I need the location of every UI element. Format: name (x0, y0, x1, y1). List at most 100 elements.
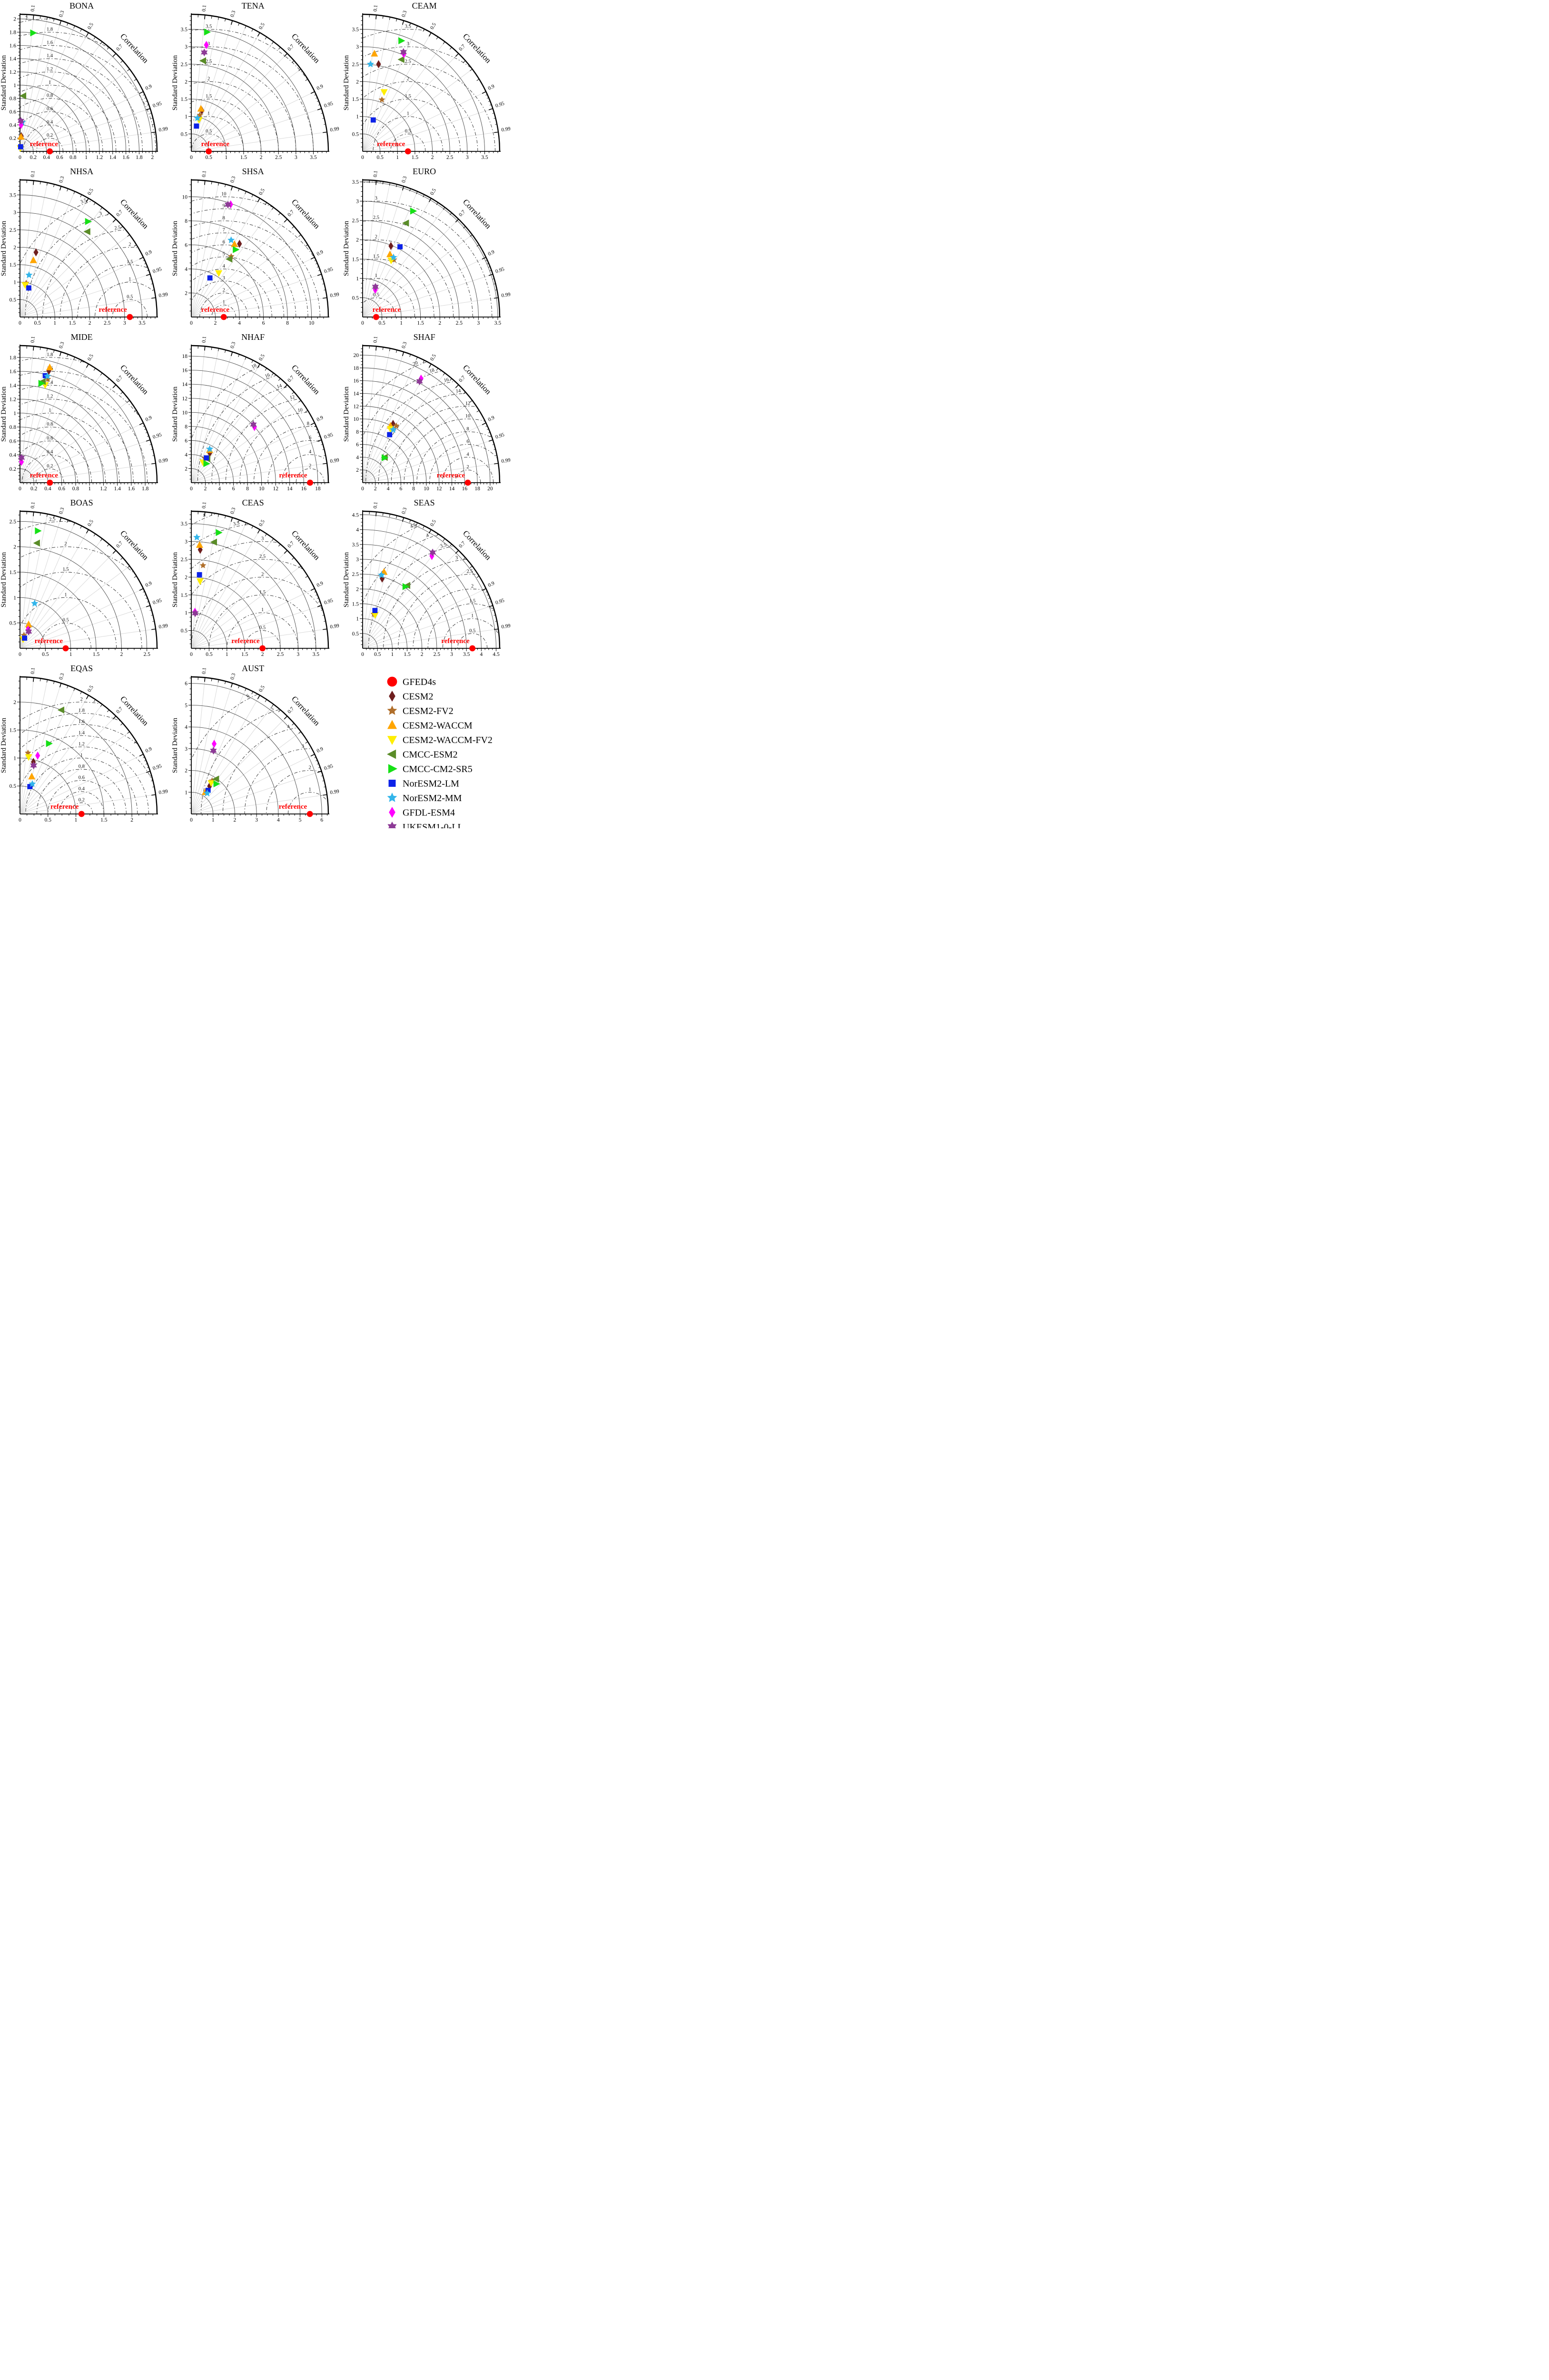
svg-text:0.2: 0.2 (30, 155, 37, 160)
svg-text:2.5: 2.5 (181, 62, 188, 68)
model-points (381, 374, 424, 461)
legend-marker-GFDL-ESM4 (389, 806, 395, 818)
point-CMCC-ESM2 (212, 775, 219, 783)
rms-arc-labels: 0.5 1 1.5 2 2.5 3 3.5 (80, 198, 133, 299)
svg-text:0.99: 0.99 (501, 126, 511, 133)
rms-arcs (191, 197, 328, 317)
svg-text:1: 1 (396, 155, 399, 160)
point-CESM2-FV2 (378, 96, 385, 103)
legend-label-CESM2-FV2: CESM2-FV2 (403, 706, 454, 716)
y-axis-label: Standard Deviation (0, 220, 8, 276)
svg-text:2: 2 (356, 238, 359, 243)
svg-text:1.5: 1.5 (241, 652, 248, 657)
point-CESM2-WACCM-FV2 (25, 754, 32, 761)
svg-text:0.5: 0.5 (352, 131, 359, 137)
svg-text:0: 0 (190, 817, 193, 823)
svg-text:2: 2 (151, 155, 154, 160)
svg-text:0.5: 0.5 (352, 631, 359, 637)
legend: GFED4s CESM2 CESM2-FV2 CESM2-WACCM CESM2-WAC… (343, 663, 514, 828)
correlation-axis-label: Correlation (461, 32, 493, 65)
correlation-gridlines (20, 512, 156, 649)
svg-text:6: 6 (466, 439, 469, 445)
correlation-gridlines (20, 346, 156, 483)
correlation-ticks (26, 346, 156, 465)
svg-text:0.3: 0.3 (58, 175, 66, 183)
svg-text:8: 8 (307, 421, 310, 426)
svg-text:2: 2 (260, 155, 263, 160)
rms-arc-labels: 0.5 1 1.5 2 2.5 3 3.5 (206, 24, 212, 134)
point-CESM2 (46, 367, 51, 375)
svg-text:6: 6 (232, 486, 235, 492)
correlation-ticks (369, 346, 499, 465)
svg-text:0.7: 0.7 (458, 209, 467, 218)
reference-label: reference (30, 472, 59, 479)
svg-text:0.95: 0.95 (152, 100, 163, 109)
svg-text:3.5: 3.5 (405, 24, 411, 30)
correlation-gridlines (362, 346, 499, 483)
point-NorESM2-MM (31, 599, 39, 607)
svg-text:3.5: 3.5 (233, 521, 240, 527)
svg-text:12: 12 (354, 404, 359, 409)
svg-text:0: 0 (361, 486, 364, 492)
legend-label-CESM2-WACCM: CESM2-WACCM (403, 721, 473, 731)
point-CESM2-WACCM (196, 541, 203, 548)
point-NorESM2-LM (26, 285, 31, 291)
svg-text:2: 2 (207, 76, 210, 81)
svg-text:1.5: 1.5 (69, 320, 76, 326)
axes (20, 510, 158, 649)
point-CMCC-CM2-SR5 (35, 527, 42, 535)
point-UKESM1-0-LL (224, 200, 232, 209)
panel-CEAM: CEAM Standard Deviation 0.5 1 1.5 2 2.5 3 3.5 0.5… (343, 0, 514, 166)
svg-text:2: 2 (309, 765, 311, 771)
svg-text:2: 2 (128, 242, 131, 247)
model-points (21, 218, 92, 291)
svg-text:1: 1 (49, 408, 51, 413)
svg-text:8: 8 (286, 320, 289, 326)
axis-ticks (188, 184, 324, 320)
svg-text:2.5: 2.5 (275, 155, 282, 160)
reference-label: reference (30, 140, 59, 148)
axis-tick-labels: 2 2 4 4 6 6 8 8 10 10 0 (182, 194, 315, 326)
axis-tick-labels: 0.5 0.5 1 1 1.5 1.5 2 2 2.5 2.5 3 3 3.5 3.5 0 (352, 27, 488, 160)
svg-text:1: 1 (223, 300, 225, 305)
point-CESM2-WACCM-FV2 (215, 270, 223, 277)
point-CESM2-WACCM (371, 50, 378, 57)
svg-text:0.2: 0.2 (10, 466, 17, 472)
axes (362, 345, 501, 483)
svg-text:0.3: 0.3 (58, 341, 66, 349)
point-UKESM1-0-LL (17, 117, 25, 125)
svg-text:0.5: 0.5 (87, 188, 95, 196)
svg-text:1: 1 (356, 276, 359, 282)
svg-text:3.5: 3.5 (352, 179, 359, 185)
point-NorESM2-MM (366, 60, 375, 68)
axes (362, 179, 501, 317)
svg-text:0.7: 0.7 (286, 43, 296, 52)
point-GFDL-ESM4 (228, 200, 233, 209)
svg-text:2: 2 (356, 79, 359, 85)
legend-label-CESM2-WACCM-FV2: CESM2-WACCM-FV2 (403, 735, 493, 745)
svg-text:1.5: 1.5 (352, 97, 359, 102)
svg-text:0.3: 0.3 (58, 506, 66, 515)
svg-text:0.1: 0.1 (373, 5, 379, 12)
svg-text:0.1: 0.1 (373, 336, 379, 343)
svg-text:1: 1 (261, 607, 264, 613)
reference-label: reference (201, 306, 230, 314)
svg-text:0.7: 0.7 (458, 540, 467, 549)
panel-title: BONA (69, 1, 94, 10)
point-NorESM2-LM (207, 275, 213, 281)
svg-text:0.3: 0.3 (401, 506, 408, 515)
svg-text:0.7: 0.7 (115, 540, 124, 549)
svg-text:0.99: 0.99 (158, 457, 168, 465)
rms-arcs (363, 182, 500, 317)
svg-text:1: 1 (212, 817, 215, 823)
taylor-panel-svg-BOAS: BOAS Standard Deviation 0.5 1 1.5 2 2.5 0.5 0.5 1… (0, 498, 168, 657)
point-CMCC-ESM2 (33, 539, 40, 547)
svg-text:2: 2 (214, 320, 217, 326)
svg-text:14: 14 (276, 383, 283, 390)
taylor-panel-svg-AUST: AUST Standard Deviation 1 2 3 4 5 6 1 1 2 2 3 3 4 4 5 5 6 6… (171, 664, 340, 823)
svg-text:1.5: 1.5 (10, 262, 17, 268)
axis-tick-labels: 0.5 0.5 1 1 1.5 1.5 2 2 2.5 2.5 3 3 3.5 3.5 0 (10, 193, 146, 326)
svg-text:1.8: 1.8 (10, 30, 17, 36)
